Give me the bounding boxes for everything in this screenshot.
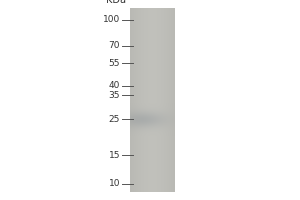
- Text: 40: 40: [109, 82, 120, 90]
- Text: 10: 10: [109, 180, 120, 188]
- Text: 35: 35: [109, 90, 120, 99]
- Text: 15: 15: [109, 150, 120, 160]
- Text: 100: 100: [103, 16, 120, 24]
- Text: 55: 55: [109, 58, 120, 68]
- Text: 70: 70: [109, 42, 120, 50]
- Text: KDa: KDa: [106, 0, 126, 5]
- Text: 25: 25: [109, 114, 120, 123]
